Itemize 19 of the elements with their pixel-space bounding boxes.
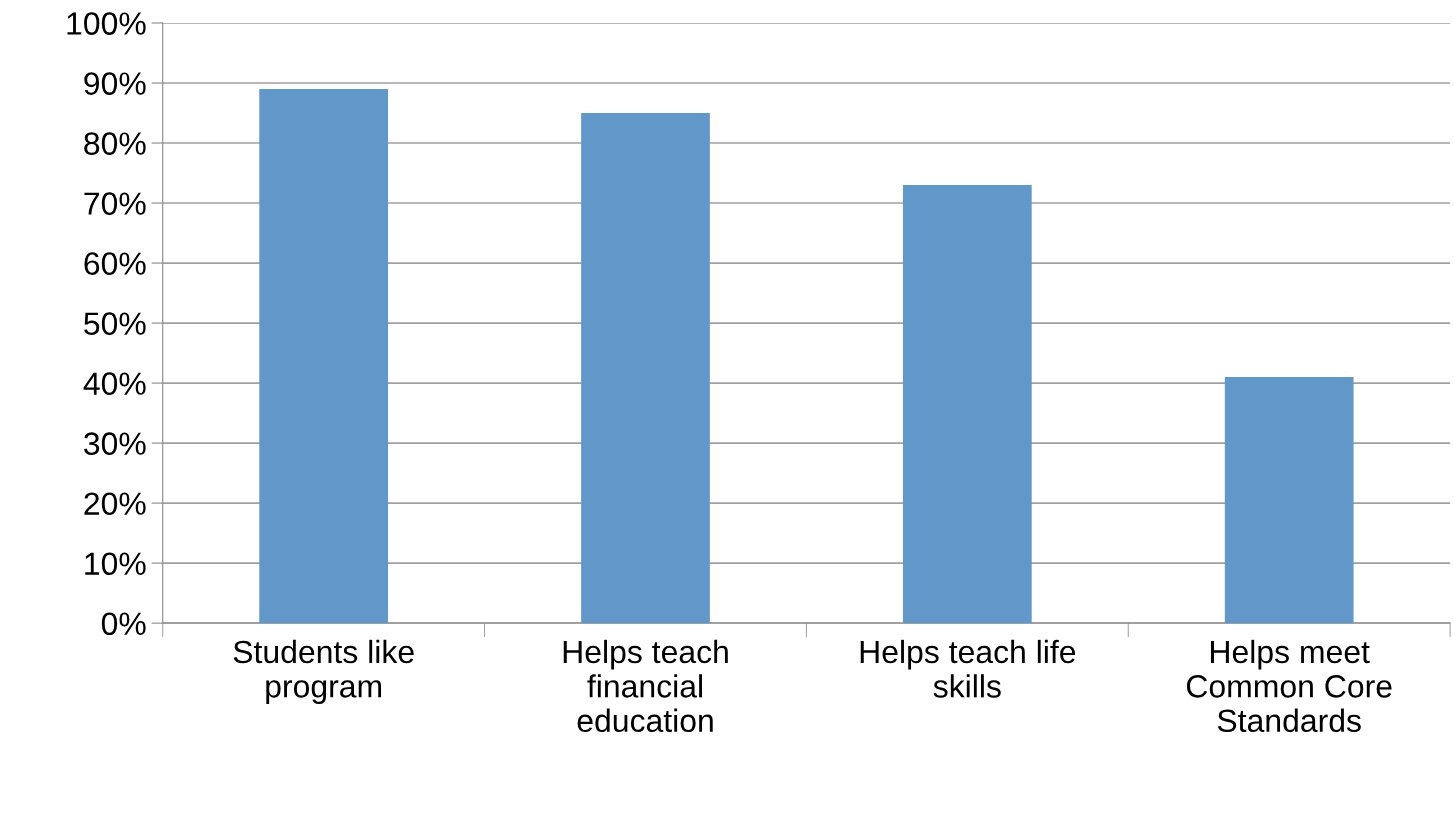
y-tick-label: 80%	[84, 132, 146, 155]
y-tick-label: 20%	[84, 492, 146, 515]
y-tick-label: 70%	[84, 192, 146, 215]
bar	[259, 89, 389, 624]
y-tick-label: 10%	[85, 552, 146, 576]
bar	[581, 113, 710, 624]
x-tick-label: Students like program	[233, 639, 414, 704]
x-tick-label: Helps teach life skills	[860, 639, 1076, 698]
y-tick-label: 90%	[84, 72, 146, 95]
y-tick-label: 0%	[101, 612, 146, 636]
x-tick-label: Helps teach financial education	[563, 639, 728, 733]
y-tick-label: 100%	[67, 12, 146, 35]
bar	[902, 185, 1032, 624]
y-tick-label: 30%	[84, 432, 146, 455]
y-tick-label: 50%	[84, 312, 146, 335]
x-tick-label: Helps meet Common Core Standards	[1186, 639, 1392, 733]
y-tick-label: 40%	[83, 372, 146, 395]
bar	[1224, 377, 1354, 624]
y-tick-label: 60%	[84, 252, 146, 275]
